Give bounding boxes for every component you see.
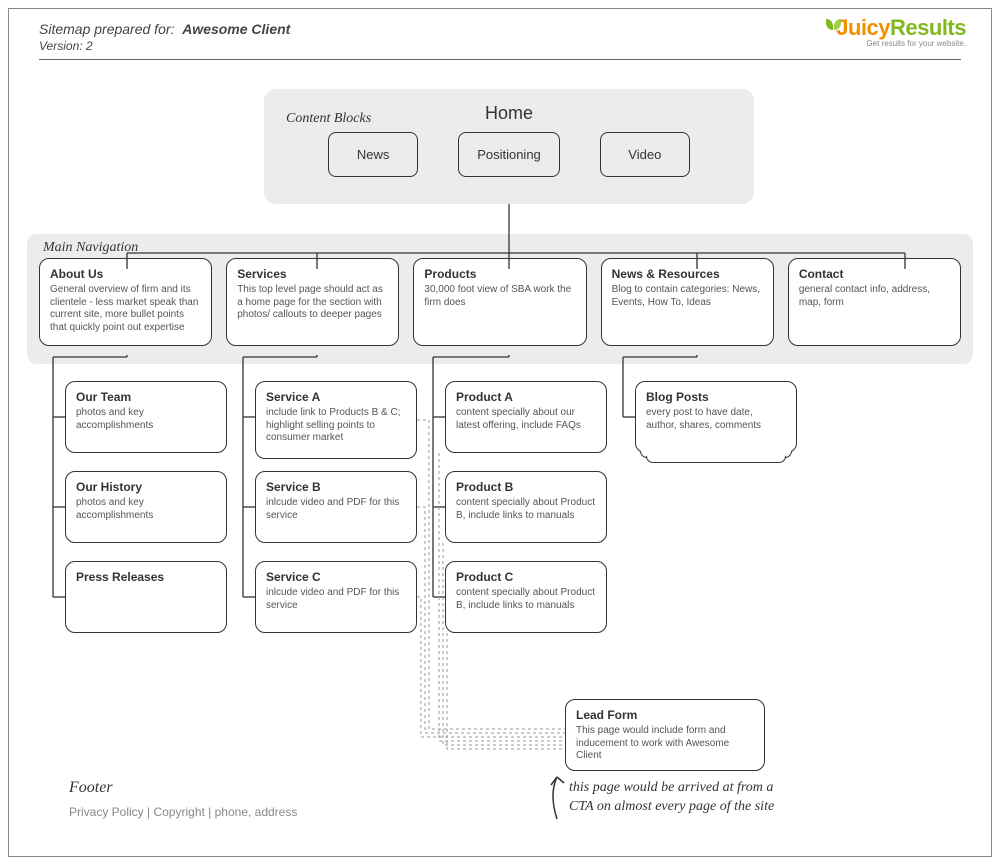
node-blog-posts: Blog Posts every post to have date, auth…	[635, 381, 797, 453]
home-block-positioning: Positioning	[458, 132, 560, 177]
logo-part2: Results	[890, 15, 966, 40]
node-title: Press Releases	[76, 570, 216, 584]
node-desc: content specially about Product B, inclu…	[456, 497, 596, 522]
node-service-c: Service C inlcude video and PDF for this…	[255, 561, 417, 633]
node-title: Product A	[456, 390, 596, 404]
node-our-history: Our History photos and key accomplishmen…	[65, 471, 227, 543]
content-blocks-label: Content Blocks	[286, 111, 371, 127]
home-panel: Home Content Blocks News Positioning Vid…	[264, 89, 754, 204]
node-service-a: Service A include link to Products B & C…	[255, 381, 417, 459]
lead-form-annotation: this page would be arrived at from a CTA…	[569, 779, 789, 817]
node-title: Our History	[76, 480, 216, 494]
node-desc: photos and key accomplishments	[76, 407, 216, 432]
home-block-news: News	[328, 132, 418, 177]
nav-node-about: About Us General overview of firm and it…	[39, 258, 212, 346]
nav-node-contact: Contact general contact info, address, m…	[788, 258, 961, 346]
nav-node-news: News & Resources Blog to contain categor…	[601, 258, 774, 346]
node-desc: every post to have date, author, shares,…	[646, 407, 786, 432]
logo-part1: Juicy	[836, 15, 890, 40]
nav-desc: This top level page should act as a home…	[237, 284, 388, 322]
node-title: Product C	[456, 570, 596, 584]
nav-desc: General overview of firm and its cliente…	[50, 284, 201, 334]
nav-title: Services	[237, 267, 388, 281]
node-title: Blog Posts	[646, 390, 786, 404]
nav-title: About Us	[50, 267, 201, 281]
node-title: Service B	[266, 480, 406, 494]
main-nav-row: About Us General overview of firm and it…	[39, 258, 961, 346]
nav-desc: general contact info, address, map, form	[799, 284, 950, 309]
node-desc: content specially about Product B, inclu…	[456, 587, 596, 612]
page-frame: Sitemap prepared for: Awesome Client Ver…	[8, 8, 992, 857]
node-title: Product B	[456, 480, 596, 494]
node-title: Service A	[266, 390, 406, 404]
home-blocks-row: News Positioning Video	[280, 132, 738, 177]
node-desc: inlcude video and PDF for this service	[266, 497, 406, 522]
node-desc: photos and key accomplishments	[76, 497, 216, 522]
version-label: Version: 2	[39, 39, 961, 53]
nav-desc: 30,000 foot view of SBA work the firm do…	[424, 284, 575, 309]
nav-title: Products	[424, 267, 575, 281]
main-nav-label: Main Navigation	[43, 240, 961, 256]
nav-node-services: Services This top level page should act …	[226, 258, 399, 346]
node-service-b: Service B inlcude video and PDF for this…	[255, 471, 417, 543]
client-name: Awesome Client	[182, 21, 290, 37]
node-our-team: Our Team photos and key accomplishments	[65, 381, 227, 453]
footer: Footer Privacy Policy | Copyright | phon…	[69, 779, 297, 819]
nav-node-products: Products 30,000 foot view of SBA work th…	[413, 258, 586, 346]
node-press-releases: Press Releases	[65, 561, 227, 633]
leaf-icon	[820, 19, 834, 33]
nav-title: News & Resources	[612, 267, 763, 281]
node-desc: content specially about our latest offer…	[456, 407, 596, 432]
node-product-a: Product A content specially about our la…	[445, 381, 607, 453]
node-lead-form: Lead Form This page would include form a…	[565, 699, 765, 771]
main-nav-panel: Main Navigation About Us General overvie…	[27, 234, 973, 364]
home-block-video: Video	[600, 132, 690, 177]
header-rule	[39, 59, 961, 60]
node-title: Service C	[266, 570, 406, 584]
node-desc: include link to Products B & C; highligh…	[266, 407, 406, 445]
footer-label: Footer	[69, 779, 297, 797]
title-prefix: Sitemap prepared for:	[39, 21, 174, 37]
node-title: Our Team	[76, 390, 216, 404]
nav-desc: Blog to contain categories: News, Events…	[612, 284, 763, 309]
node-product-b: Product B content specially about Produc…	[445, 471, 607, 543]
node-desc: This page would include form and inducem…	[576, 725, 754, 763]
node-product-c: Product C content specially about Produc…	[445, 561, 607, 633]
node-title: Lead Form	[576, 708, 754, 722]
node-desc: inlcude video and PDF for this service	[266, 587, 406, 612]
logo: JuicyResults Get results for your websit…	[836, 15, 966, 48]
footer-items: Privacy Policy | Copyright | phone, addr…	[69, 805, 297, 819]
nav-title: Contact	[799, 267, 950, 281]
